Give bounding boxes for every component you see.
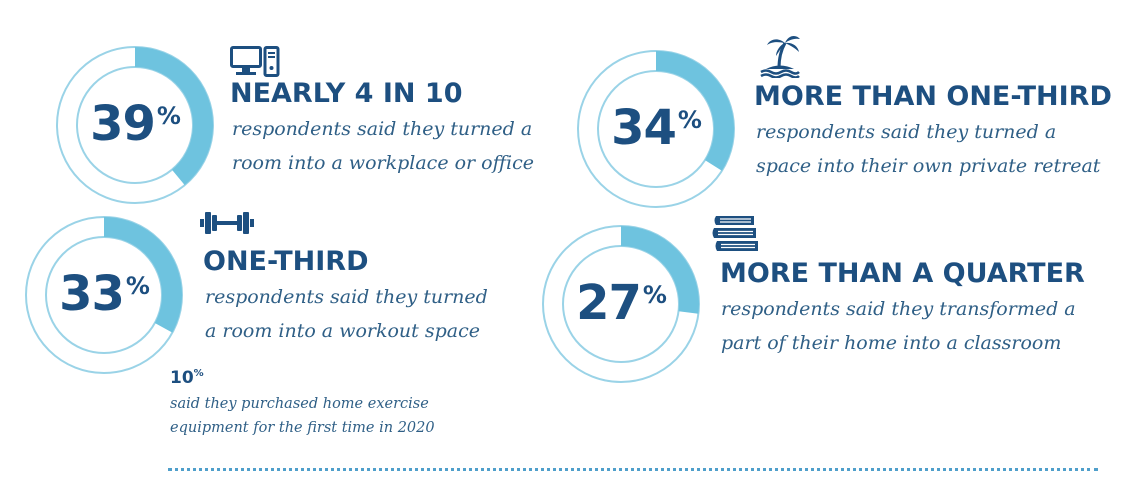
- donut-value-label: 34%: [611, 100, 702, 156]
- donut-value-label: 33%: [59, 266, 150, 322]
- note-value: 10%: [170, 368, 204, 388]
- note-description: said they purchased home exercise equipm…: [170, 396, 435, 436]
- description-retreat: respondents said they turned a space int…: [756, 121, 1101, 177]
- donut-value-arc: [104, 217, 182, 333]
- description-workout: respondents said they turned a room into…: [205, 286, 488, 342]
- donut-chart-workout: [25, 216, 183, 374]
- description-workplace: respondents said they turned a room into…: [232, 118, 535, 174]
- donut-chart-retreat: [577, 50, 735, 208]
- headline-workplace: NEARLY 4 IN 10: [230, 78, 463, 109]
- donut-value-label: 27%: [576, 275, 667, 331]
- donut-chart-classroom: [542, 225, 700, 383]
- donut-value-arc: [621, 226, 699, 314]
- donut-value-label: 39%: [90, 96, 181, 152]
- dotted-divider: [168, 468, 1098, 471]
- donut-value-arc: [656, 51, 734, 171]
- donut-chart-workplace: [56, 46, 214, 204]
- books-icon: [712, 216, 758, 251]
- description-classroom: respondents said they transformed a part…: [721, 298, 1076, 354]
- headline-workout: ONE-THIRD: [203, 246, 369, 277]
- palm-island-icon: [760, 35, 800, 78]
- headline-classroom: MORE THAN A QUARTER: [720, 258, 1085, 289]
- dumbbell-icon: [200, 212, 254, 234]
- donut-value-arc: [135, 47, 213, 186]
- computer-icon: [230, 46, 280, 77]
- headline-retreat: MORE THAN ONE-THIRD: [754, 81, 1112, 112]
